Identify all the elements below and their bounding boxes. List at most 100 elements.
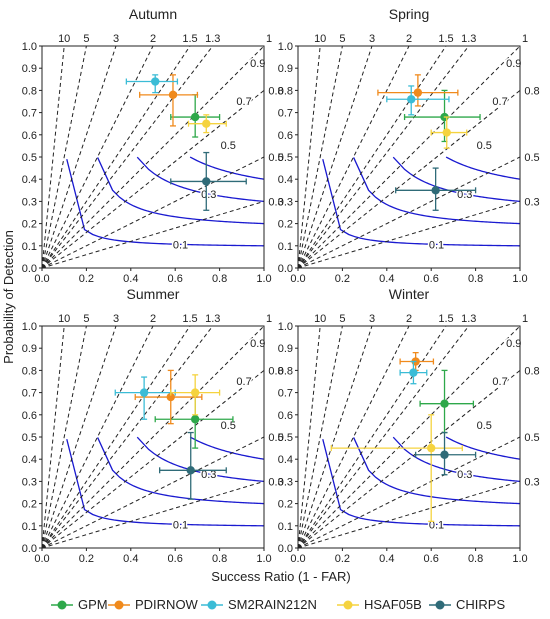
bias-label: 3: [113, 33, 119, 45]
bias-line-1.3: [298, 326, 470, 548]
bias-label: 1.5: [438, 313, 453, 325]
csi-contour-0.7: [519, 392, 520, 394]
x-tick-label: 0.6: [424, 553, 439, 565]
point-hsaf05b: [187, 114, 227, 134]
panel-title: Winter: [389, 286, 430, 302]
y-tick-label: 0.2: [278, 499, 293, 511]
bias-label: 2: [406, 33, 412, 45]
y-tick-label: 0.5: [278, 432, 293, 444]
x-tick-label: 0.2: [79, 553, 94, 565]
bias-line-0.5: [298, 156, 520, 268]
bias-line-0.8: [42, 370, 264, 548]
x-axis-label: Success Ratio (1 - FAR): [211, 569, 350, 584]
bias-label: 10: [314, 313, 326, 325]
x-tick-label: 0.0: [290, 273, 305, 285]
x-tick-label: 0.4: [379, 553, 394, 565]
panel-autumn: Autumn 0.1 0.3 0.5 0.7 0.9 10 5 3 2 1.5 1.3 1 0.8 0.5 0…: [22, 6, 284, 285]
data-point: [413, 88, 423, 97]
bias-line-0.3: [42, 480, 264, 548]
bias-label: 1: [522, 313, 528, 325]
legend-label: HSAF05B: [364, 597, 422, 612]
legend-marker: [114, 600, 124, 610]
legend-item-chirps: CHIRPS: [429, 597, 505, 612]
y-tick-label: 0.3: [22, 196, 37, 208]
y-tick-label: 0.0: [278, 263, 293, 275]
bias-line-1: [42, 46, 264, 268]
x-tick-label: 0.8: [212, 273, 227, 285]
y-tick-label: 0.6: [278, 130, 293, 142]
y-tick-label: 0.3: [278, 476, 293, 488]
point-sm2rain212n: [399, 360, 428, 385]
y-tick-label: 0.7: [278, 108, 293, 120]
bias-line-10: [42, 326, 65, 548]
x-tick-label: 0.0: [290, 553, 305, 565]
bias-line-2: [298, 46, 410, 268]
legend-marker: [343, 600, 353, 610]
y-tick-label: 0.6: [22, 410, 37, 422]
data-point: [431, 186, 440, 195]
csi-contour-0.4: [189, 436, 264, 460]
x-tick-label: 0.8: [468, 273, 483, 285]
x-tick-label: 0.0: [34, 273, 49, 285]
y-tick-label: 0.0: [22, 263, 37, 275]
y-tick-label: 0.5: [278, 152, 293, 164]
csi-label: 0.5: [477, 420, 492, 432]
csi-label: 0.3: [201, 469, 216, 481]
csi-label: 0.5: [221, 420, 236, 432]
point-hsaf05b: [430, 116, 468, 149]
bias-line-10: [42, 46, 65, 268]
panel-title: Spring: [389, 6, 429, 22]
csi-contour-0.4: [445, 156, 520, 180]
csi-label: 0.9: [250, 58, 265, 70]
bias-line-1.3: [42, 46, 214, 268]
csi-label: 0.7: [236, 376, 251, 388]
csi-contour-0.4: [445, 436, 520, 460]
csi-contour-0.8: [519, 370, 520, 372]
csi-contour-0.1: [66, 439, 264, 527]
plot-content: [298, 326, 520, 548]
x-tick-label: 0.4: [123, 273, 138, 285]
csi-label: 0.9: [506, 58, 521, 70]
legend-marker: [207, 600, 217, 610]
csi-contour-0.1: [322, 159, 520, 247]
csi-label: 0.3: [201, 189, 216, 201]
y-tick-label: 0.9: [278, 343, 293, 355]
csi-contour-0.2: [97, 437, 264, 505]
csi-label: 0.5: [477, 140, 492, 152]
data-point: [407, 95, 416, 104]
y-tick-label: 0.6: [22, 130, 37, 142]
bias-label: 10: [58, 33, 70, 45]
data-point: [166, 392, 175, 402]
panel-winter: Winter 0.1 0.3 0.5 0.7 0.9 10 5 3 2 1.5 1.3 1 0.8 0.5 0…: [278, 286, 540, 565]
bias-line-0.5: [42, 436, 264, 548]
bias-label: 0.3: [268, 476, 283, 488]
y-tick-label: 0.0: [278, 543, 293, 555]
plot-content: [298, 46, 520, 268]
bias-label: 1.3: [205, 313, 220, 325]
csi-label: 0.7: [236, 96, 251, 108]
y-tick-label: 0.3: [22, 476, 37, 488]
y-tick-label: 0.4: [22, 174, 37, 186]
bias-line-1.5: [42, 326, 191, 548]
point-gpm: [419, 369, 475, 434]
y-tick-label: 1.0: [278, 41, 293, 53]
y-tick-label: 0.2: [22, 499, 37, 511]
bias-line-1.5: [298, 326, 447, 548]
bias-label: 2: [406, 313, 412, 325]
csi-label: 0.3: [457, 189, 472, 201]
bias-label: 0.5: [268, 432, 283, 444]
y-tick-label: 0.5: [22, 432, 37, 444]
point-sm2rain212n: [125, 74, 179, 94]
csi-contour-0.3: [392, 436, 520, 483]
point-chirps: [159, 431, 227, 500]
data-point: [168, 90, 178, 100]
bias-line-0.5: [298, 436, 520, 548]
x-tick-label: 0.6: [168, 553, 183, 565]
bias-label: 0.8: [524, 365, 539, 377]
bias-line-10: [298, 326, 321, 548]
legend: GPM PDIRNOW SM2RAIN212N HSAF05B CHIRPS: [51, 597, 505, 612]
y-tick-label: 0.1: [22, 241, 37, 253]
csi-label: 0.1: [173, 239, 188, 251]
bias-label: 0.5: [524, 432, 539, 444]
legend-marker: [435, 600, 445, 610]
